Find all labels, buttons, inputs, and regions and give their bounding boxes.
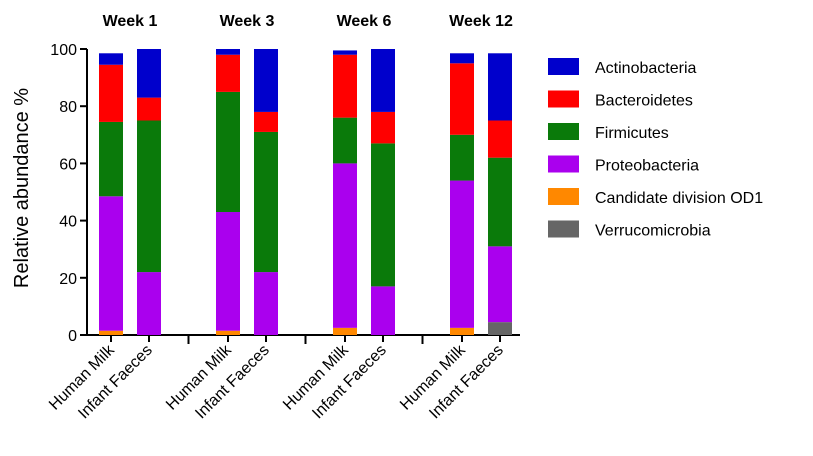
legend: Actinobacteria Bacteroidetes Firmicutes Pro… — [548, 58, 763, 240]
bar-segment-firmicutes — [450, 134, 474, 181]
bar-segment-candidate-division-od1 — [450, 327, 474, 335]
bar-segment-proteobacteria — [450, 180, 474, 328]
bar-segment-bacteroidetes — [254, 111, 278, 132]
bar-segment-proteobacteria — [488, 246, 512, 323]
bar-segment-firmicutes — [333, 117, 357, 164]
legend-swatch — [548, 220, 579, 238]
legend-swatch — [548, 58, 579, 75]
bar-segment-firmicutes — [254, 131, 278, 273]
bar-segment-bacteroidetes — [333, 54, 357, 118]
bar-segment-bacteroidetes — [99, 64, 123, 122]
bar-segment-actinobacteria — [333, 50, 357, 55]
bar-segment-verrucomicrobia — [488, 322, 512, 335]
bar-segment-bacteroidetes — [371, 111, 395, 144]
bar-segment-firmicutes — [216, 91, 240, 213]
bar-segment-bacteroidetes — [137, 97, 161, 121]
bar-segment-proteobacteria — [333, 163, 357, 328]
bar-segment-firmicutes — [99, 121, 123, 197]
y-axis-label: Relative abundance % — [11, 88, 33, 288]
bar-segment-actinobacteria — [371, 49, 395, 112]
legend-label: Actinobacteria — [595, 60, 696, 77]
bar-segment-firmicutes — [137, 120, 161, 273]
bar-segment-bacteroidetes — [488, 120, 512, 158]
bar-segment-actinobacteria — [450, 53, 474, 64]
y-axis: 0 20 40 60 80 100 — [50, 42, 88, 345]
week-label: Week 1 — [103, 13, 158, 30]
legend-swatch — [548, 155, 579, 173]
week-label: Week 6 — [337, 13, 392, 30]
bar-segment-actinobacteria — [99, 53, 123, 65]
bar-segment-proteobacteria — [254, 272, 278, 335]
bar-segment-candidate-division-od1 — [99, 330, 123, 335]
bar-segment-proteobacteria — [371, 286, 395, 335]
bar-segment-proteobacteria — [137, 272, 161, 335]
legend-swatch — [548, 90, 579, 108]
y-tick-label: 20 — [59, 271, 77, 288]
week-label: Week 3 — [220, 13, 275, 30]
bar-segment-firmicutes — [371, 143, 395, 287]
legend-swatch — [548, 188, 579, 205]
bar-segment-actinobacteria — [216, 49, 240, 55]
bar-segment-actinobacteria — [254, 49, 278, 112]
bar-segment-candidate-division-od1 — [333, 327, 357, 335]
bar-segment-actinobacteria — [488, 53, 512, 121]
legend-label: Firmicutes — [595, 125, 669, 142]
bar-segment-firmicutes — [488, 157, 512, 247]
bar-segment-bacteroidetes — [450, 63, 474, 135]
y-tick-label: 0 — [68, 328, 77, 345]
legend-swatch — [548, 123, 579, 140]
legend-label: Proteobacteria — [595, 158, 699, 175]
legend-label: Candidate division OD1 — [595, 190, 763, 207]
y-tick-label: 100 — [50, 42, 77, 59]
bar-segment-actinobacteria — [137, 49, 161, 98]
legend-label: Verrucomicrobia — [595, 223, 711, 240]
bar-segment-candidate-division-od1 — [216, 330, 240, 335]
week-label: Week 12 — [449, 13, 513, 30]
y-tick-label: 60 — [59, 156, 77, 173]
bar-segment-proteobacteria — [216, 212, 240, 331]
bar-segment-bacteroidetes — [216, 54, 240, 92]
y-tick-label: 80 — [59, 99, 77, 116]
legend-label: Bacteroidetes — [595, 93, 693, 110]
week-labels: Week 1 Week 3 Week 6 Week 12 — [103, 13, 513, 30]
bars — [99, 49, 512, 335]
y-tick-label: 40 — [59, 214, 77, 231]
bar-segment-proteobacteria — [99, 196, 123, 331]
